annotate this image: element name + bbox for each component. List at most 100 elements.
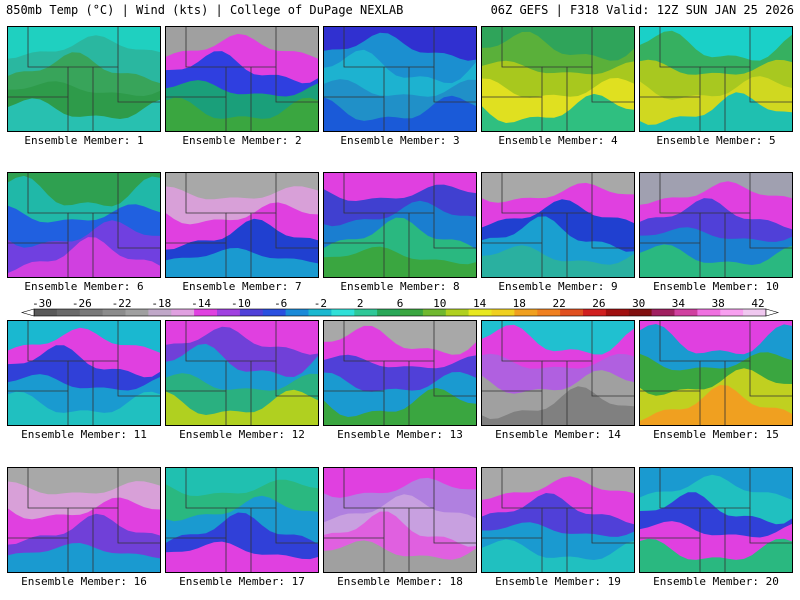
colorbar-segment	[674, 309, 698, 316]
state-boundary	[659, 468, 701, 572]
colorbar-tick-label: -14	[191, 297, 211, 310]
colorbar-segment	[605, 309, 630, 316]
colorbar-arrow	[20, 308, 35, 317]
ensemble-map-10	[639, 172, 793, 278]
colorbar-tick-label: -18	[151, 297, 171, 310]
colorbar-segment	[651, 309, 675, 316]
ensemble-member-label: Ensemble Member: 13	[337, 428, 463, 441]
colorbar-tick-label: 14	[473, 297, 487, 310]
colorbar-segment	[560, 309, 584, 316]
ensemble-member-label: Ensemble Member: 12	[179, 428, 305, 441]
colorbar-segment	[514, 309, 538, 316]
colorbar-segment	[331, 309, 355, 316]
ensemble-map-15	[639, 320, 793, 426]
temperature-field	[482, 27, 634, 131]
temperature-field	[166, 321, 318, 425]
state-boundary	[501, 468, 543, 572]
state-boundary	[433, 67, 476, 103]
ensemble-member-label: Ensemble Member: 5	[656, 134, 776, 147]
temperature-field	[8, 173, 160, 277]
ensemble-member-label: Ensemble Member: 8	[340, 280, 460, 293]
colorbar-segment	[743, 309, 767, 316]
state-boundary	[275, 361, 318, 397]
ensemble-member-label: Ensemble Member: 3	[340, 134, 460, 147]
state-boundary	[117, 361, 160, 397]
temperature-band	[324, 246, 476, 277]
ensemble-member-label: Ensemble Member: 18	[337, 575, 463, 588]
ensemble-member-label: Ensemble Member: 11	[21, 428, 147, 441]
state-boundary	[591, 213, 634, 249]
ensemble-map-11	[7, 320, 161, 426]
temperature-field	[482, 321, 634, 425]
state-boundary	[275, 508, 318, 544]
temperature-band	[324, 540, 476, 572]
ensemble-member-label: Ensemble Member: 17	[179, 575, 305, 588]
ensemble-member-label: Ensemble Member: 20	[653, 575, 779, 588]
temperature-band	[166, 248, 318, 277]
ensemble-map-1	[7, 26, 161, 132]
state-boundary	[117, 213, 160, 249]
ensemble-map-13	[323, 320, 477, 426]
temperature-band	[482, 93, 634, 131]
state-boundary	[27, 27, 69, 131]
ensemble-map-3	[323, 26, 477, 132]
colorbar-tick-label: 34	[672, 297, 686, 310]
state-boundary	[749, 67, 792, 103]
temperature-field	[8, 27, 160, 131]
state-boundary	[749, 508, 792, 544]
temperature-band	[8, 543, 160, 572]
state-boundary	[591, 508, 634, 544]
state-boundary	[185, 468, 227, 572]
colorbar-segment	[56, 309, 81, 316]
colorbar-segment	[285, 309, 309, 316]
colorbar-tick-label: 26	[592, 297, 605, 310]
state-boundary	[343, 321, 385, 425]
temperature-band	[8, 391, 160, 425]
state-boundary	[27, 321, 69, 425]
temperature-colorbar: -30 -26 -22 -18 -14 -10 -6 -2 2 6 10 14 18 22 26 30 34 38…	[20, 297, 780, 319]
ensemble-member-label: Ensemble Member: 9	[498, 280, 618, 293]
ensemble-map-9	[481, 172, 635, 278]
colorbar-segment	[354, 309, 378, 316]
temperature-band	[324, 387, 476, 425]
colorbar-segment	[422, 309, 447, 316]
colorbar-segment	[308, 309, 332, 316]
temperature-band	[482, 245, 634, 277]
state-boundary	[433, 213, 476, 249]
ensemble-member-label: Ensemble Member: 6	[24, 280, 144, 293]
colorbar-segment	[102, 309, 126, 316]
state-boundary	[185, 321, 227, 425]
colorbar-segment	[125, 309, 149, 316]
ensemble-map-2	[165, 26, 319, 132]
ensemble-map-18	[323, 467, 477, 573]
colorbar-tick-label: -26	[72, 297, 92, 310]
colorbar-tick-label: 18	[513, 297, 526, 310]
ensemble-member-label: Ensemble Member: 4	[498, 134, 618, 147]
colorbar-tick-label: 6	[397, 297, 404, 310]
ensemble-member-label: Ensemble Member: 1	[24, 134, 144, 147]
temperature-field	[324, 173, 476, 277]
state-boundary	[659, 321, 701, 425]
colorbar-tick-label: 42	[751, 297, 764, 310]
state-boundary	[275, 213, 318, 249]
state-boundary	[659, 173, 701, 277]
temperature-field	[166, 27, 318, 131]
chart-title-left: 850mb Temp (°C) | Wind (kts) | College o…	[6, 3, 404, 17]
colorbar-tick-label: 38	[712, 297, 725, 310]
colorbar-segment	[445, 309, 470, 316]
colorbar-segment	[239, 309, 264, 316]
colorbar-segment	[468, 309, 492, 316]
colorbar-tick-label: -10	[231, 297, 251, 310]
state-boundary	[275, 67, 318, 103]
ensemble-map-14	[481, 320, 635, 426]
state-boundary	[591, 67, 634, 103]
temperature-band	[482, 539, 634, 572]
temperature-band	[8, 237, 160, 277]
temperature-field	[640, 173, 792, 277]
colorbar-segment	[491, 309, 515, 316]
temperature-field	[640, 468, 792, 572]
colorbar-tick-label: -22	[112, 297, 132, 310]
temperature-band	[8, 98, 160, 131]
temperature-field	[324, 468, 476, 572]
state-boundary	[117, 67, 160, 103]
